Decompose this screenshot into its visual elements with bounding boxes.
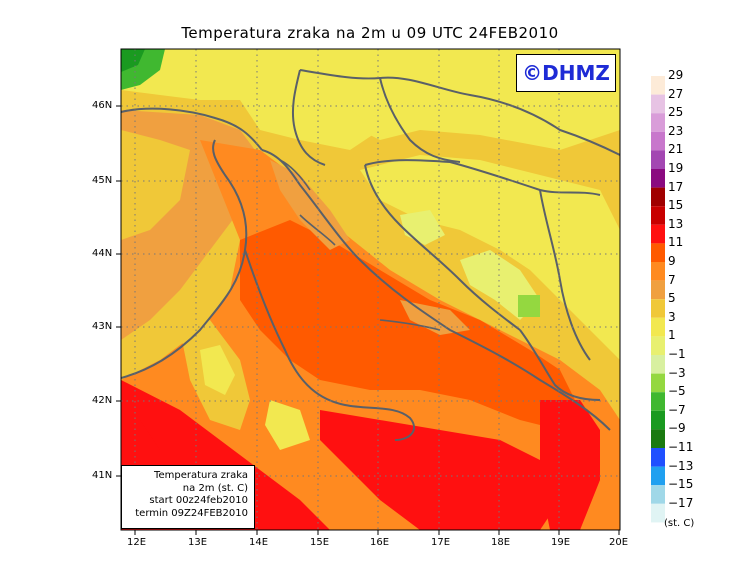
lon-label: 18E: [491, 537, 511, 548]
borders: [121, 69, 620, 441]
legend-label: −3: [668, 365, 686, 380]
info-line-1: Temperatura zraka: [154, 470, 248, 481]
legend-label: 15: [668, 198, 684, 213]
info-line-3: start 00z24feb2010: [149, 495, 248, 506]
legend-swatch: [651, 187, 665, 207]
dhmz-logo: ©DHMZ: [516, 54, 616, 92]
lon-label: 13E: [188, 537, 208, 548]
legend-label: −1: [668, 347, 686, 361]
legend-swatch: [651, 373, 665, 393]
lon-label: 16E: [370, 537, 390, 548]
legend-label: −7: [668, 402, 686, 417]
legend-label: 1: [668, 328, 676, 343]
legend-label: 9: [668, 254, 676, 268]
legend-label: 3: [668, 309, 676, 324]
lat-label: 45N: [92, 175, 113, 186]
legend-label: −17: [668, 495, 694, 510]
legend-label: 13: [668, 216, 684, 231]
legend-swatch: [651, 503, 665, 523]
legend-swatch: [651, 76, 665, 95]
legend-label: 5: [668, 291, 676, 306]
info-box: Temperatura zraka na 2m (st. C) start 00…: [121, 465, 255, 529]
legend-swatch: [651, 466, 665, 486]
legend-swatch: [651, 150, 665, 169]
legend-label: −11: [668, 440, 694, 454]
lon-label: 20E: [609, 537, 629, 548]
legend-label: 23: [668, 123, 684, 138]
legend-label: 25: [668, 105, 684, 120]
legend-swatch: [651, 448, 665, 467]
lon-label: 15E: [310, 537, 330, 548]
lon-label: 12E: [127, 537, 147, 548]
map-frame: [120, 48, 621, 531]
legend-label: 29: [668, 68, 684, 82]
legend-swatch: [651, 280, 665, 300]
legend-swatch: [651, 131, 665, 151]
legend-swatch: [651, 169, 665, 188]
map-title: Temperatura zraka na 2m u 09 UTC 24FEB20…: [181, 24, 559, 42]
lat-label: 41N: [92, 470, 113, 481]
legend-swatch: [651, 299, 665, 318]
legend-swatch: [651, 224, 665, 244]
legend-label: −9: [668, 421, 686, 436]
legend-swatch: [651, 429, 665, 448]
legend-swatch: [651, 392, 665, 411]
legend-swatch: [651, 94, 665, 114]
legend-swatch: [651, 317, 665, 337]
legend-label: 21: [668, 142, 684, 157]
legend-label: 7: [668, 272, 676, 287]
legend-label: 27: [668, 86, 684, 101]
lat-label: 44N: [92, 248, 113, 259]
legend-label: −5: [668, 384, 686, 399]
legend-swatch: [651, 113, 665, 132]
legend-swatch: [651, 410, 665, 430]
legend-unit: (st. C): [664, 518, 695, 529]
legend-label: −15: [668, 477, 694, 492]
legend-swatch: [651, 336, 665, 355]
legend-label: 17: [668, 179, 684, 194]
legend-label: 19: [668, 161, 684, 175]
legend-swatch: [651, 485, 665, 504]
legend-swatch: [651, 262, 665, 281]
legend-colorbar: [651, 76, 665, 523]
legend-label: 11: [668, 235, 684, 250]
lon-label: 14E: [249, 537, 269, 548]
lon-label: 17E: [431, 537, 451, 548]
lat-label: 42N: [92, 395, 113, 406]
legend-swatch: [651, 355, 665, 374]
legend-swatch: [651, 243, 665, 262]
lon-label: 19E: [551, 537, 571, 548]
info-line-4: termin 09Z24FEB2010: [135, 507, 248, 519]
legend-swatch: [651, 206, 665, 225]
info-line-2: na 2m (st. C): [182, 482, 248, 494]
lat-label: 46N: [92, 100, 113, 111]
lat-label: 43N: [92, 321, 113, 332]
legend-label: −13: [668, 458, 694, 473]
